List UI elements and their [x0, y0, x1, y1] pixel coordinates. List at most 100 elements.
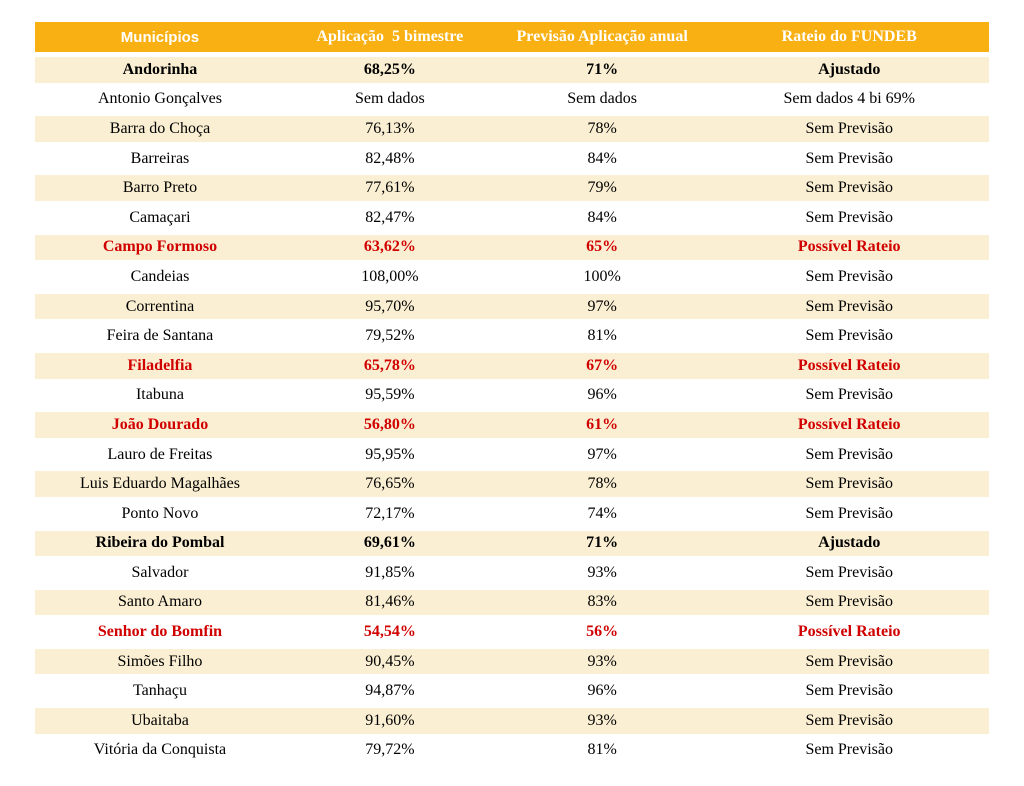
table-row: Barreiras 82,48% 84% Sem Previsão — [35, 143, 989, 174]
cell-municipio: Ubaitaba — [131, 712, 189, 729]
table-row: Feira de Santana 79,52% 81% Sem Previsão — [35, 321, 989, 351]
cell-aplicacao-5-bimestre: 79,52% — [365, 328, 415, 345]
table-row: Barro Preto 77,61% 79% Sem Previsão — [35, 173, 989, 203]
cell-rateio-fundeb: Sem dados 4 bi 69% — [783, 91, 915, 108]
cell-aplicacao-5-bimestre: Sem dados — [354, 91, 425, 108]
cell-aplicacao-5-bimestre: 95,95% — [365, 446, 415, 463]
cell-aplicacao-5-bimestre: 79,72% — [365, 742, 415, 759]
column-header-aplicacao-5-bimestre: Aplicação 5 bimestre — [316, 28, 464, 45]
cell-municipio: João Dourado — [111, 416, 209, 433]
column-header-rateio-fundeb: Rateio do FUNDEB — [781, 28, 917, 45]
cell-municipio: Barreiras — [130, 150, 190, 167]
cell-municipio: Barro Preto — [122, 180, 198, 197]
cell-previsao-aplicacao-anual: 71% — [586, 61, 619, 78]
cell-previsao-aplicacao-anual: 93% — [587, 653, 617, 670]
table-row: João Dourado 56,80% 61% Possível Rateio — [35, 410, 989, 440]
cell-municipio: Salvador — [131, 564, 189, 581]
cell-rateio-fundeb: Sem Previsão — [805, 476, 893, 493]
cell-rateio-fundeb: Sem Previsão — [805, 712, 893, 729]
cell-aplicacao-5-bimestre: 82,47% — [365, 209, 415, 226]
table-row: Camaçari 82,47% 84% Sem Previsão — [35, 202, 989, 233]
column-header-municipios: Municípios — [120, 28, 200, 46]
cell-municipio: Correntina — [125, 298, 195, 315]
table-header-row: Municípios Aplicação 5 bimestre Previsão… — [35, 22, 989, 52]
cell-aplicacao-5-bimestre: 65,78% — [363, 357, 416, 374]
cell-rateio-fundeb: Sem Previsão — [805, 653, 893, 670]
cell-municipio: Ribeira do Pombal — [95, 535, 225, 552]
cell-aplicacao-5-bimestre: 94,87% — [365, 683, 415, 700]
table-row: Simões Filho 90,45% 93% Sem Previsão — [35, 646, 989, 677]
table-row: Candeias 108,00% 100% Sem Previsão — [35, 262, 989, 292]
cell-previsao-aplicacao-anual: 97% — [587, 298, 617, 315]
cell-rateio-fundeb: Sem Previsão — [805, 298, 893, 315]
cell-aplicacao-5-bimestre: 69,61% — [363, 535, 416, 552]
table-row: Luis Eduardo Magalhães 76,65% 78% Sem Pr… — [35, 469, 989, 499]
cell-aplicacao-5-bimestre: 82,48% — [365, 150, 415, 167]
cell-previsao-aplicacao-anual: 81% — [587, 328, 617, 345]
cell-aplicacao-5-bimestre: 54,54% — [363, 624, 416, 641]
cell-rateio-fundeb: Sem Previsão — [805, 328, 893, 345]
cell-rateio-fundeb: Ajustado — [818, 61, 881, 78]
column-header-previsao-aplicacao-anual: Previsão Aplicação anual — [516, 28, 688, 45]
cell-aplicacao-5-bimestre: 81,46% — [365, 594, 415, 611]
cell-rateio-fundeb: Sem Previsão — [805, 180, 893, 197]
table-body: Andorinha 68,25% 71% Ajustado Antonio Go… — [35, 55, 989, 766]
table-row: Itabuna 95,59% 96% Sem Previsão — [35, 380, 989, 411]
cell-previsao-aplicacao-anual: 56% — [586, 624, 619, 641]
table-row: Barra do Choça 76,13% 78% Sem Previsão — [35, 114, 989, 144]
table-row: Filadelfia 65,78% 67% Possível Rateio — [35, 350, 989, 381]
cell-municipio: Feira de Santana — [106, 328, 214, 345]
cell-aplicacao-5-bimestre: 63,62% — [363, 239, 416, 256]
cell-rateio-fundeb: Sem Previsão — [805, 683, 893, 700]
cell-municipio: Luis Eduardo Magalhães — [79, 476, 240, 493]
cell-aplicacao-5-bimestre: 56,80% — [363, 416, 416, 433]
cell-municipio: Vitória da Conquista — [93, 742, 227, 759]
cell-municipio: Simões Filho — [117, 653, 203, 670]
table-row: Salvador 91,85% 93% Sem Previsão — [35, 558, 989, 588]
cell-previsao-aplicacao-anual: 74% — [587, 505, 617, 522]
cell-aplicacao-5-bimestre: 95,59% — [365, 387, 415, 404]
cell-previsao-aplicacao-anual: 83% — [587, 594, 617, 611]
cell-aplicacao-5-bimestre: 68,25% — [363, 61, 416, 78]
cell-previsao-aplicacao-anual: 61% — [586, 416, 619, 433]
cell-rateio-fundeb: Sem Previsão — [805, 387, 893, 404]
table-row: Santo Amaro 81,46% 83% Sem Previsão — [35, 587, 989, 618]
cell-rateio-fundeb: Sem Previsão — [805, 209, 893, 226]
cell-municipio: Ponto Novo — [121, 505, 199, 522]
cell-rateio-fundeb: Sem Previsão — [805, 564, 893, 581]
table-row: Correntina 95,70% 97% Sem Previsão — [35, 291, 989, 322]
cell-rateio-fundeb: Sem Previsão — [805, 446, 893, 463]
cell-rateio-fundeb: Possível Rateio — [797, 624, 901, 641]
cell-aplicacao-5-bimestre: 91,60% — [365, 712, 415, 729]
cell-previsao-aplicacao-anual: 78% — [587, 476, 617, 493]
cell-previsao-aplicacao-anual: 96% — [587, 683, 617, 700]
cell-rateio-fundeb: Sem Previsão — [805, 120, 893, 137]
table-row: Ubaitaba 91,60% 93% Sem Previsão — [35, 706, 989, 736]
table-row: Ribeira do Pombal 69,61% 71% Ajustado — [35, 528, 989, 559]
cell-municipio: Campo Formoso — [102, 239, 218, 256]
cell-rateio-fundeb: Possível Rateio — [797, 416, 901, 433]
cell-rateio-fundeb: Possível Rateio — [797, 239, 901, 256]
cell-aplicacao-5-bimestre: 90,45% — [365, 653, 415, 670]
cell-aplicacao-5-bimestre: 108,00% — [361, 268, 419, 285]
cell-municipio: Antonio Gonçalves — [97, 91, 222, 108]
cell-previsao-aplicacao-anual: 84% — [587, 150, 617, 167]
cell-municipio: Camaçari — [129, 209, 191, 226]
fundeb-application-table: Municípios Aplicação 5 bimestre Previsão… — [35, 22, 989, 766]
cell-municipio: Andorinha — [122, 61, 198, 78]
table-row: Andorinha 68,25% 71% Ajustado — [35, 55, 989, 85]
table-row: Antonio Gonçalves Sem dados Sem dados Se… — [35, 84, 989, 115]
cell-municipio: Itabuna — [135, 387, 184, 404]
cell-municipio: Barra do Choça — [109, 120, 211, 137]
cell-rateio-fundeb: Possível Rateio — [797, 357, 901, 374]
cell-rateio-fundeb: Sem Previsão — [805, 505, 893, 522]
cell-previsao-aplicacao-anual: 93% — [587, 712, 617, 729]
table-row: Vitória da Conquista 79,72% 81% Sem Prev… — [35, 735, 989, 766]
cell-previsao-aplicacao-anual: 81% — [587, 742, 617, 759]
cell-aplicacao-5-bimestre: 91,85% — [365, 564, 415, 581]
table-row: Ponto Novo 72,17% 74% Sem Previsão — [35, 498, 989, 529]
table-row: Campo Formoso 63,62% 65% Possível Rateio — [35, 232, 989, 263]
cell-aplicacao-5-bimestre: 72,17% — [365, 505, 415, 522]
cell-previsao-aplicacao-anual: 67% — [586, 357, 619, 374]
